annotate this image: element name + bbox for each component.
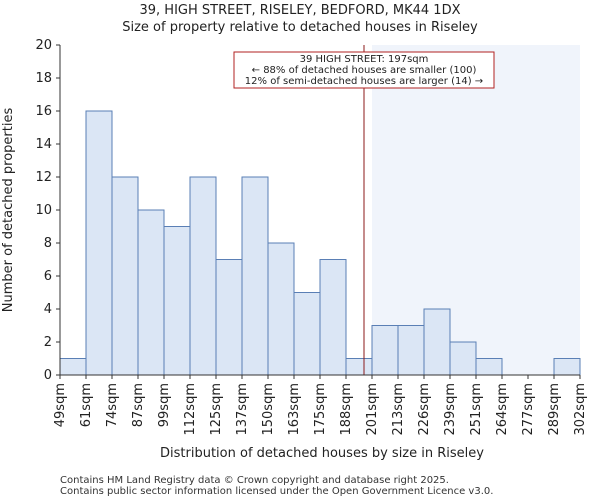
chart-subtitle: Size of property relative to detached ho…: [122, 20, 478, 35]
y-tick-label: 4: [44, 302, 52, 317]
bar-112sqm: [189, 176, 217, 376]
bar-74sqm: [111, 176, 139, 376]
annotation-line-1: 39 HIGH STREET: 197sqm: [300, 54, 429, 65]
y-axis-label: Number of detached properties: [1, 108, 16, 313]
x-tick-label: 213sqm: [391, 383, 406, 436]
bar-226sqm: [423, 308, 451, 376]
y-tick-label: 6: [44, 269, 52, 284]
x-tick-label: 188sqm: [339, 383, 354, 436]
bar-201sqm: [371, 325, 399, 376]
x-tick-label: 163sqm: [287, 383, 302, 436]
x-tick-label: 175sqm: [313, 383, 328, 436]
y-tick-label: 20: [35, 38, 52, 53]
bar-150sqm: [267, 242, 295, 376]
y-tick-label: 18: [35, 71, 52, 86]
y-tick-label: 10: [35, 203, 52, 218]
annotation-box: 39 HIGH STREET: 197sqm ← 88% of detached…: [233, 51, 495, 89]
highlight-region: [372, 45, 580, 375]
x-tick-label: 201sqm: [365, 383, 380, 436]
x-tick-label: 150sqm: [261, 383, 276, 436]
x-tick-label: 137sqm: [235, 383, 250, 436]
y-tick-label: 0: [44, 368, 52, 383]
footer-line-1: Contains HM Land Registry data © Crown c…: [60, 475, 449, 486]
x-tick-label: 277sqm: [521, 383, 536, 436]
x-tick-label: 74sqm: [105, 383, 120, 427]
bars-layer: [59, 110, 581, 376]
x-tick-label: 112sqm: [183, 383, 198, 436]
bar-87sqm: [137, 209, 165, 376]
bar-99sqm: [163, 226, 191, 376]
bar-175sqm: [319, 259, 347, 376]
x-ticks: 49sqm 61sqm 74sqm 87sqm 99sqm 112sqm 125sqm 137…: [53, 375, 588, 436]
x-tick-label: 251sqm: [469, 383, 484, 436]
x-tick-label: 87sqm: [131, 383, 146, 427]
bar-137sqm: [241, 176, 269, 376]
x-tick-label: 239sqm: [443, 383, 458, 436]
x-tick-label: 264sqm: [495, 383, 510, 436]
annotation-line-3: 12% of semi-detached houses are larger (…: [245, 76, 483, 87]
y-ticks: 0 2 4 6 8 10 12 14 16 18 20: [35, 38, 60, 383]
bar-49sqm: [59, 358, 87, 376]
bar-239sqm: [449, 341, 477, 376]
bar-213sqm: [397, 325, 425, 376]
y-tick-label: 8: [44, 236, 52, 251]
bar-188sqm: [345, 358, 373, 376]
footer-line-2: Contains public sector information licen…: [60, 486, 493, 497]
y-tick-label: 16: [35, 104, 52, 119]
bar-289sqm: [553, 358, 581, 376]
annotation-line-2: ← 88% of detached houses are smaller (10…: [252, 65, 477, 76]
bar-163sqm: [293, 292, 321, 376]
y-tick-label: 2: [44, 335, 52, 350]
y-tick-label: 14: [35, 137, 52, 152]
bar-251sqm: [475, 358, 503, 376]
x-axis-label: Distribution of detached houses by size …: [160, 446, 484, 461]
x-tick-label: 49sqm: [53, 383, 68, 427]
x-tick-label: 289sqm: [547, 383, 562, 436]
x-tick-label: 226sqm: [417, 383, 432, 436]
annotation-frame: [233, 51, 495, 89]
x-tick-label: 302sqm: [573, 383, 588, 436]
chart-title: 39, HIGH STREET, RISELEY, BEDFORD, MK44 …: [139, 3, 460, 18]
bar-125sqm: [215, 259, 243, 376]
y-tick-label: 12: [35, 170, 52, 185]
bar-61sqm: [85, 110, 113, 376]
x-tick-label: 61sqm: [79, 383, 94, 427]
x-tick-label: 99sqm: [157, 383, 172, 427]
x-tick-label: 125sqm: [209, 383, 224, 436]
